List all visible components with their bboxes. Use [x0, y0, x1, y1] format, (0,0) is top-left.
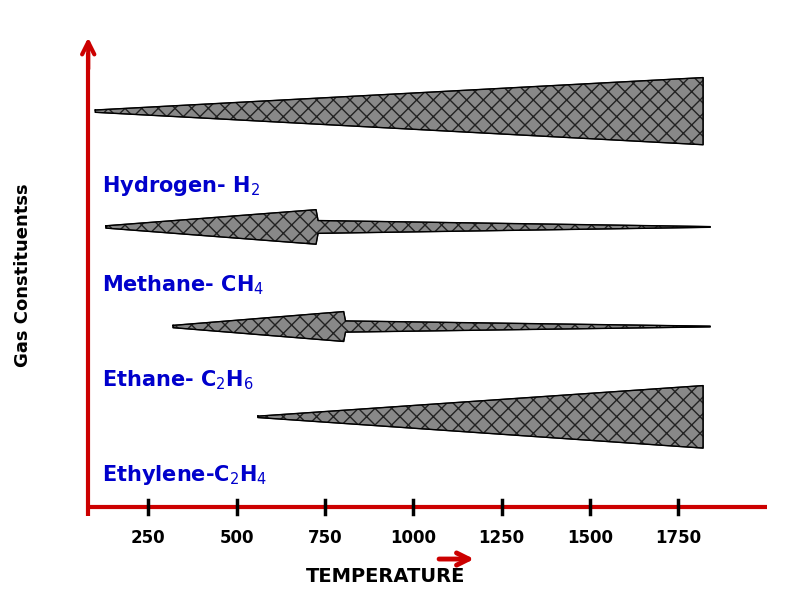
Text: 250: 250	[131, 529, 166, 548]
Text: 1000: 1000	[390, 529, 436, 548]
Text: Ethylene-C$_2$H$_4$: Ethylene-C$_2$H$_4$	[103, 463, 268, 487]
Text: Gas Constituentss: Gas Constituentss	[14, 184, 32, 367]
Text: 500: 500	[219, 529, 254, 548]
Text: 1750: 1750	[655, 529, 701, 548]
Text: Ethane- C$_2$H$_6$: Ethane- C$_2$H$_6$	[103, 368, 254, 392]
Text: Hydrogen- H$_2$: Hydrogen- H$_2$	[103, 174, 260, 198]
Text: 1250: 1250	[479, 529, 525, 548]
Text: 750: 750	[307, 529, 342, 548]
Text: Methane- CH$_4$: Methane- CH$_4$	[103, 274, 265, 297]
Text: TEMPERATURE: TEMPERATURE	[305, 567, 464, 586]
Text: 1500: 1500	[567, 529, 613, 548]
